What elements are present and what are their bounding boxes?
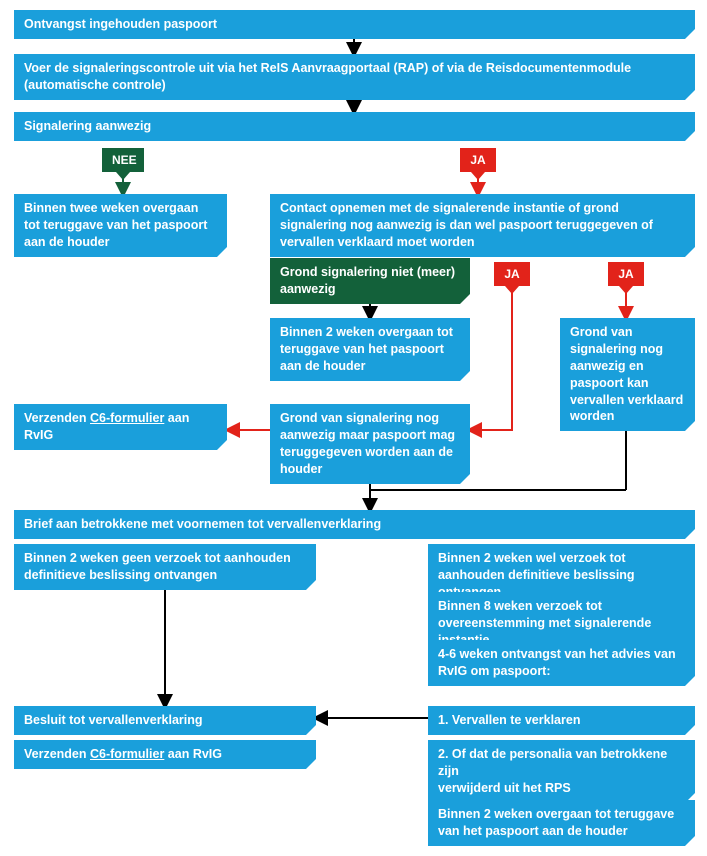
tag-t_ja3: JA — [608, 262, 644, 286]
step-s15: 4-6 weken ontvangst van het advies van R… — [428, 640, 695, 686]
step-s9: Grond van signalering nog aanwezig en pa… — [560, 318, 695, 431]
step-s8: Grond van signalering nog aanwezig maar … — [270, 404, 470, 484]
c6-link[interactable]: C6-formulier — [90, 747, 164, 761]
step-s6: Grond signalering niet (meer) aanwezig — [270, 258, 470, 304]
step-s20: Binnen 2 weken overgaan tot teruggave va… — [428, 800, 695, 846]
c6-link[interactable]: C6-formulier — [90, 411, 164, 425]
step-s1: Ontvangst ingehouden paspoort — [14, 10, 695, 39]
step-s10: Verzenden C6-formulier aan RvIG — [14, 404, 227, 450]
text: aan RvIG — [164, 747, 222, 761]
text: Verzenden — [24, 747, 90, 761]
step-s12: Binnen 2 weken geen verzoek tot aanhoude… — [14, 544, 316, 590]
text: Verzenden — [24, 411, 90, 425]
step-s7: Binnen 2 weken overgaan tot teruggave va… — [270, 318, 470, 381]
tag-t_ja2: JA — [494, 262, 530, 286]
step-s19: 2. Of dat de personalia van betrokkene z… — [428, 740, 695, 803]
step-s5: Contact opnemen met de signalerende inst… — [270, 194, 695, 257]
step-s18: Verzenden C6-formulier aan RvIG — [14, 740, 316, 769]
step-s2: Voer de signaleringscontrole uit via het… — [14, 54, 695, 100]
text: Binnen 2 weken — [438, 551, 536, 565]
step-s3: Signalering aanwezig — [14, 112, 695, 141]
tag-t_ja1: JA — [460, 148, 496, 172]
step-s17: 1. Vervallen te verklaren — [428, 706, 695, 735]
tag-t_nee: NEE — [102, 148, 144, 172]
step-s11: Brief aan betrokkene met voornemen tot v… — [14, 510, 695, 539]
step-s4: Binnen twee weken overgaan tot teruggave… — [14, 194, 227, 257]
step-s16: Besluit tot vervallenverklaring — [14, 706, 316, 735]
text: wel — [536, 551, 556, 565]
